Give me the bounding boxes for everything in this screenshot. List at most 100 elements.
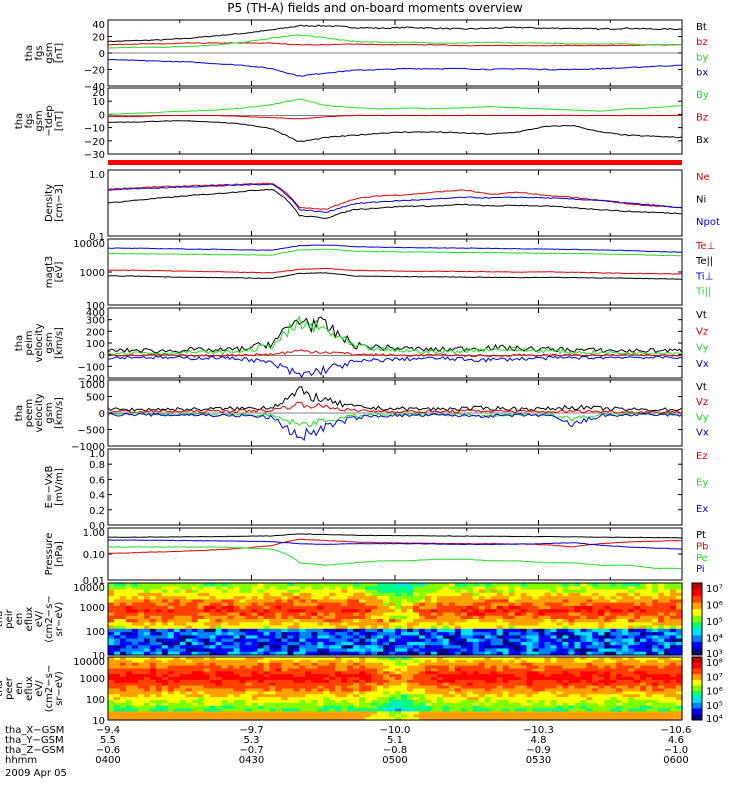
spectrogram-cell <box>365 665 372 670</box>
spectrogram-cell <box>377 625 384 630</box>
colorbar-segment <box>692 679 702 687</box>
spectrogram-cell <box>275 717 282 721</box>
spectrogram-cell <box>598 628 605 633</box>
spectrogram-cell <box>323 685 330 690</box>
spectrogram-cell <box>155 615 163 620</box>
spectrogram-cell <box>658 711 665 715</box>
spectrogram-cell <box>538 702 546 707</box>
spectrogram-cell <box>371 641 378 646</box>
spectrogram-cell <box>299 596 306 600</box>
spectrogram-cell <box>281 632 288 636</box>
spectrogram-cell <box>652 657 659 661</box>
spectrogram-cell <box>520 615 528 620</box>
spectrogram-cell <box>293 609 300 614</box>
spectrogram-cell <box>490 645 498 650</box>
spectrogram-cell <box>281 635 288 640</box>
spectrogram-cell <box>293 700 300 704</box>
spectrogram-cell <box>335 586 342 591</box>
spectrogram-cell <box>508 622 516 627</box>
spectrogram-cell <box>287 679 294 684</box>
spectrogram-cell <box>203 622 211 627</box>
spectrogram-cell <box>305 635 312 640</box>
spectrogram-cell <box>395 583 402 587</box>
spectrogram-cell <box>418 705 426 710</box>
spectrogram-cell <box>460 619 468 623</box>
spectrogram-cell <box>454 648 462 653</box>
spectrogram-cell <box>149 711 157 715</box>
spectrogram-cell <box>448 651 456 656</box>
spectrogram-cell <box>221 615 229 620</box>
spectrogram-cell <box>448 708 456 712</box>
spectrogram-cell <box>466 638 474 643</box>
spectrogram-cell <box>424 602 432 607</box>
spectrogram-cell <box>448 583 456 587</box>
spectrogram-cell <box>149 628 157 633</box>
spectrogram-cell <box>203 602 211 607</box>
spectrogram-cell <box>161 596 169 600</box>
spectrogram-cell <box>634 615 641 620</box>
spectrogram-cell <box>628 665 635 670</box>
spectrogram-cell <box>484 628 492 633</box>
spectrogram-cell <box>664 622 671 627</box>
spectrogram-cell <box>323 592 330 597</box>
spectrogram-cell <box>155 685 163 690</box>
spectrogram-cell <box>245 708 253 712</box>
spectrogram-cell <box>389 641 396 646</box>
spectrogram-cell <box>484 615 492 620</box>
spectrogram-cell <box>478 662 486 667</box>
spectrogram-cell <box>269 697 276 701</box>
spectrogram-cell <box>149 662 157 667</box>
spectrogram-cell <box>407 583 414 587</box>
spectrogram-cell <box>395 674 402 678</box>
spectrogram-cell <box>114 619 121 623</box>
spectrogram-cell <box>137 691 145 695</box>
spectrogram-cell <box>197 702 205 707</box>
legend-label: Te⊥ <box>695 241 715 252</box>
spectrogram-cell <box>305 691 312 695</box>
spectrogram-cell <box>664 625 671 630</box>
spectrogram-cell <box>143 628 151 633</box>
spectrogram-cell <box>323 717 330 721</box>
spectrogram-cell <box>305 619 312 623</box>
spectrogram-cell <box>652 609 659 614</box>
spectrogram-cell <box>634 596 641 600</box>
spectrogram-cell <box>460 682 468 687</box>
spectrogram-cell <box>592 628 599 633</box>
spectrogram-cell <box>173 711 181 715</box>
spectrogram-cell <box>191 685 199 690</box>
spectrogram-cell <box>418 638 426 643</box>
spectrogram-cell <box>120 615 127 620</box>
x-axis-row-label: hhmm <box>5 755 37 766</box>
spectrogram-cell <box>257 592 265 597</box>
spectrogram-cell <box>251 671 259 675</box>
spectrogram-cell <box>586 714 593 718</box>
spectrogram-cell <box>281 589 288 594</box>
spectrogram-cell <box>299 619 306 623</box>
spectrogram-cell <box>658 602 665 607</box>
spectrogram-cell <box>221 711 229 715</box>
spectrogram-cell <box>604 691 611 695</box>
spectrogram-cell <box>466 677 474 681</box>
spectrogram-cell <box>185 717 193 721</box>
spectrogram-cell <box>646 700 653 704</box>
spectrogram-cell <box>454 638 462 643</box>
spectrogram-cell <box>514 697 522 701</box>
spectrogram-cell <box>586 708 593 712</box>
spectrogram-cell <box>341 708 348 712</box>
y-tick-label: 1.00 <box>83 528 105 539</box>
spectrogram-cell <box>556 679 563 684</box>
spectrogram-cell <box>652 583 659 587</box>
spectrogram-cell <box>233 641 241 646</box>
spectrogram-cell <box>155 677 163 681</box>
spectrogram-cell <box>359 714 366 718</box>
spectrogram-cell <box>233 625 241 630</box>
spectrogram-cell <box>383 674 390 678</box>
spectrogram-cell <box>604 592 611 597</box>
spectrogram-cell <box>412 657 420 661</box>
spectrogram-cell <box>323 679 330 684</box>
spectrogram-cell <box>598 705 605 710</box>
spectrogram-cell <box>616 612 623 617</box>
spectrogram-cell <box>604 589 611 594</box>
spectrogram-cell <box>652 615 659 620</box>
spectrogram-cell <box>179 700 187 704</box>
